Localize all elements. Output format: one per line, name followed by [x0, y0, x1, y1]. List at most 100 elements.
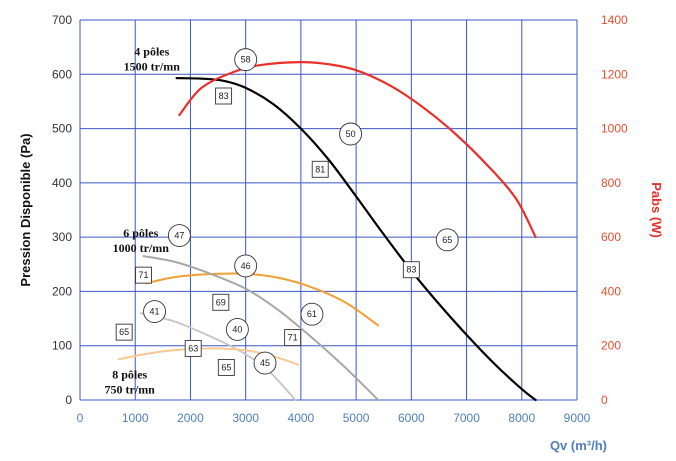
bubble-value: 46 [241, 261, 251, 271]
box-value: 65 [221, 362, 231, 372]
box-frame [135, 266, 152, 284]
x-tick-label: 5000 [343, 411, 370, 425]
x-axis-ticks: 0 1000 2000 3000 4000 5000 6000 7000 8000 9000 [77, 411, 591, 425]
speed-label-line: 1500 tr/mn [124, 59, 181, 73]
bubble-value: 47 [174, 231, 184, 241]
left-axis-ticks: 0 100 200 300 400 500 600 700 [52, 13, 72, 407]
bubble-frame [300, 302, 324, 326]
y-tick-label-right: 1200 [601, 67, 628, 81]
bubble-value: 58 [241, 55, 251, 65]
sound-level-box: 83 [215, 87, 233, 105]
bubble-value: 61 [307, 309, 317, 319]
speed-label-line: 1000 tr/mn [113, 241, 170, 255]
y-tick-label-right: 200 [601, 339, 621, 353]
box-frame [311, 160, 329, 178]
bubble-frame [167, 224, 191, 247]
speed-label-line: 8 pôles [112, 367, 147, 381]
speed-label-line: 750 tr/mn [105, 382, 156, 396]
y-tick-label-left: 100 [52, 339, 72, 353]
y-tick-label-left: 200 [52, 284, 72, 298]
sound-level-box: 83 [402, 261, 420, 279]
efficiency-bubble: 41 [143, 300, 167, 323]
box-frame [184, 339, 202, 357]
series-line-pressure_6p [142, 255, 380, 401]
box-value: 83 [219, 91, 229, 101]
efficiency-bubble: 46 [234, 254, 258, 278]
y-tick-label-right: 1400 [601, 13, 628, 27]
sound-level-box: 71 [284, 329, 302, 347]
y-tick-label-left: 700 [52, 13, 72, 27]
speed-label-line: 6 pôles [123, 226, 158, 240]
y-tick-label-left: 300 [52, 230, 72, 244]
sound-level-box: 65 [217, 358, 235, 376]
bubble-frame [253, 351, 277, 375]
grid [79, 19, 578, 401]
y-tick-label-right: 600 [601, 230, 621, 244]
box-frame [212, 293, 230, 311]
bubble-value: 45 [260, 358, 270, 368]
box-value: 71 [138, 270, 148, 280]
series-line-power_4p [178, 60, 537, 239]
y-axis-title-left: Pression Disponible (Pa) [18, 133, 33, 286]
bubble-value: 41 [150, 307, 160, 317]
bubble-frame [234, 48, 258, 72]
x-tick-label: 4000 [288, 411, 315, 425]
bubble-frame [143, 300, 167, 323]
bubble-value: 65 [442, 235, 452, 245]
bubble-value: 40 [232, 324, 242, 334]
efficiency-bubble: 61 [300, 302, 324, 326]
box-frame [115, 323, 133, 341]
bubble-frame [435, 228, 459, 252]
box-frame [284, 329, 302, 347]
speed-label-line: 4 pôles [134, 44, 169, 58]
efficiency-bubble: 47 [167, 224, 191, 247]
y-tick-label-left: 500 [52, 122, 72, 136]
bubble-value: 50 [346, 129, 356, 139]
box-frame [215, 87, 233, 105]
series-line-power_6p [145, 272, 380, 327]
series-line-power_8p [117, 347, 300, 366]
y-tick-label-right: 800 [601, 176, 621, 190]
y-tick-label-left: 600 [52, 67, 72, 81]
bubble-frame [225, 317, 249, 341]
x-tick-label: 2000 [177, 411, 204, 425]
y-tick-label-right: 1000 [601, 122, 628, 136]
y-tick-label-left: 0 [65, 393, 72, 407]
sound-level-box: 69 [212, 293, 230, 311]
efficiency-bubble: 50 [339, 122, 363, 146]
x-tick-label: 3000 [232, 411, 259, 425]
box-frame [217, 358, 235, 376]
x-tick-label: 9000 [564, 411, 591, 425]
right-axis-ticks: 0 200 400 600 800 1000 1200 1400 [601, 13, 628, 407]
x-tick-label: 1000 [122, 411, 149, 425]
x-tick-label: 8000 [508, 411, 535, 425]
sound-level-box: 63 [184, 339, 202, 357]
efficiency-bubble: 40 [225, 317, 249, 341]
x-tick-label: 0 [77, 411, 84, 425]
box-value: 69 [216, 297, 226, 307]
y-tick-label-right: 400 [601, 284, 621, 298]
box-value: 63 [188, 343, 198, 353]
y-tick-label-right: 0 [601, 393, 608, 407]
efficiency-bubble: 65 [435, 228, 459, 252]
box-frame [402, 261, 420, 279]
series-line-pressure_4p [175, 77, 537, 402]
box-value: 81 [315, 164, 325, 174]
sound-level-box: 65 [115, 323, 133, 341]
bubble-frame [339, 122, 363, 146]
box-value: 83 [406, 265, 416, 275]
x-axis-title: Qv (m³/h) [550, 438, 607, 453]
x-tick-label: 7000 [453, 411, 480, 425]
bubble-frame [234, 254, 258, 278]
sound-level-box: 81 [311, 160, 329, 178]
y-axis-title-right: Pabs (W) [649, 182, 664, 238]
sound-level-box: 71 [135, 266, 152, 284]
y-tick-label-left: 400 [52, 176, 72, 190]
efficiency-bubble: 45 [253, 351, 277, 375]
box-value: 65 [119, 327, 129, 337]
efficiency-bubble: 58 [234, 48, 258, 72]
